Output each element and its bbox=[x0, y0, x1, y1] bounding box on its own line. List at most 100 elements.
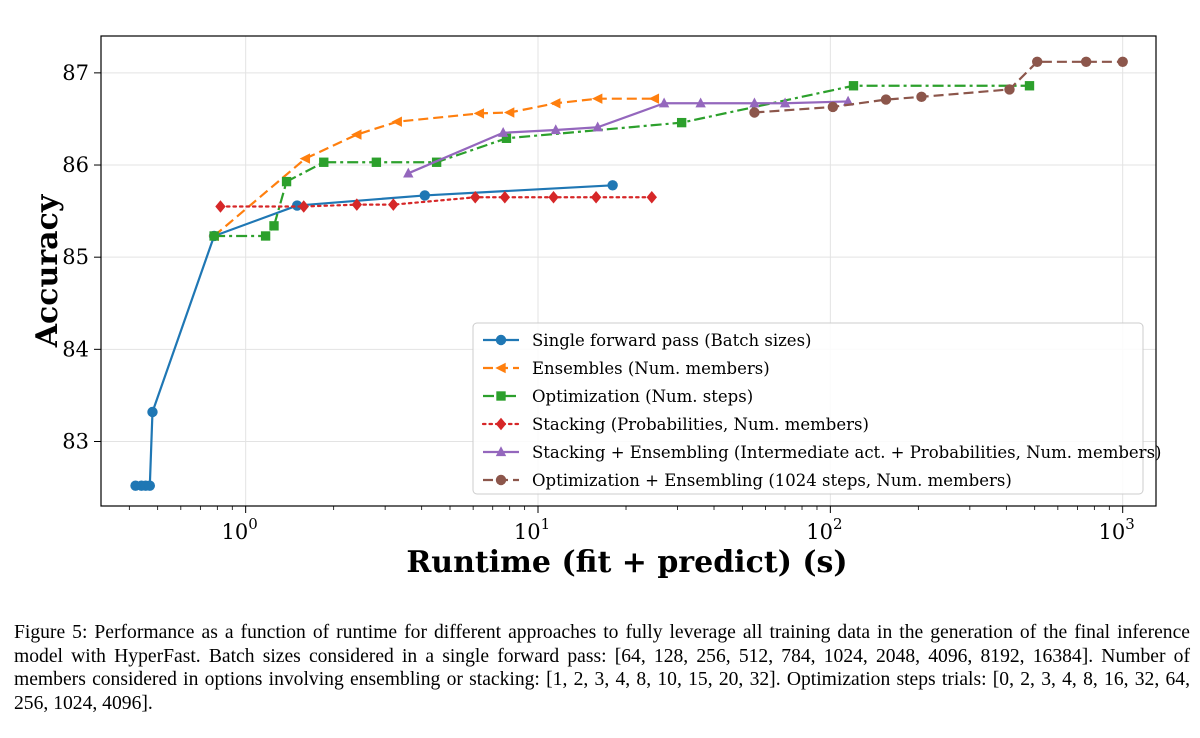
series-line bbox=[214, 84, 1030, 238]
data-point bbox=[590, 191, 602, 204]
legend-label: Optimization + Ensembling (1024 steps, N… bbox=[532, 471, 1012, 490]
legend-swatch-marker bbox=[495, 362, 506, 374]
data-point bbox=[916, 91, 927, 103]
data-point bbox=[291, 200, 303, 211]
data-point bbox=[501, 133, 512, 143]
data-point bbox=[1024, 81, 1035, 91]
x-tick-exponent: 2 bbox=[833, 515, 843, 533]
data-point bbox=[388, 198, 399, 211]
legend-item: Single forward pass (Batch sizes) bbox=[483, 331, 811, 350]
x-tick-label: 103 bbox=[1099, 515, 1135, 544]
figure-caption: Figure 5: Performance as a function of r… bbox=[14, 621, 1190, 715]
y-tick-label: 83 bbox=[62, 429, 89, 453]
data-point bbox=[499, 191, 511, 204]
series-6 bbox=[749, 56, 1128, 118]
data-point bbox=[592, 121, 603, 132]
data-point bbox=[391, 116, 402, 127]
data-point bbox=[749, 107, 760, 118]
data-point bbox=[503, 107, 515, 118]
data-point bbox=[1004, 84, 1015, 95]
legend-swatch-marker bbox=[495, 334, 507, 346]
x-tick-exponent: 0 bbox=[248, 515, 258, 533]
x-tick-label: 100 bbox=[222, 515, 258, 544]
data-point bbox=[147, 406, 158, 418]
series-3 bbox=[209, 81, 1035, 241]
legend-item: Stacking (Probabilities, Num. members) bbox=[481, 415, 869, 434]
y-tick-label: 85 bbox=[62, 245, 89, 269]
legend-label: Stacking + Ensembling (Intermediate act.… bbox=[532, 443, 1161, 462]
legend-label: Optimization (Num. steps) bbox=[532, 387, 753, 406]
legend-swatch-marker bbox=[495, 446, 507, 457]
legend-swatch-marker bbox=[495, 417, 507, 431]
series-line bbox=[754, 60, 1123, 114]
x-tick-label: 101 bbox=[514, 515, 550, 544]
data-point bbox=[419, 190, 431, 201]
caption-prefix: Figure 5: bbox=[14, 622, 88, 643]
x-tick-base: 10 bbox=[514, 520, 541, 544]
data-point bbox=[351, 198, 363, 211]
data-point bbox=[646, 191, 657, 204]
x-tick-base: 10 bbox=[1099, 520, 1126, 544]
data-point bbox=[695, 97, 706, 108]
data-point bbox=[298, 200, 309, 213]
data-point bbox=[648, 93, 660, 104]
legend-swatch-marker bbox=[496, 391, 506, 401]
data-point bbox=[1080, 56, 1092, 68]
data-point bbox=[550, 98, 561, 109]
series-4 bbox=[215, 191, 657, 213]
x-tick-exponent: 3 bbox=[1125, 515, 1135, 533]
data-point bbox=[779, 97, 791, 108]
data-point bbox=[842, 95, 854, 106]
data-point bbox=[299, 153, 311, 164]
data-point bbox=[1032, 56, 1043, 68]
x-tick-exponent: 1 bbox=[541, 515, 551, 533]
y-tick-label: 84 bbox=[62, 337, 89, 361]
data-point bbox=[209, 231, 219, 241]
plot-frame bbox=[100, 35, 1157, 507]
legend-item: Stacking + Ensembling (Intermediate act.… bbox=[483, 443, 1161, 462]
legend-label: Single forward pass (Batch sizes) bbox=[532, 331, 811, 350]
caption-text: Performance as a function of runtime for… bbox=[14, 622, 1190, 714]
data-point bbox=[880, 94, 892, 105]
series-line bbox=[213, 97, 655, 237]
data-point bbox=[749, 97, 760, 108]
y-tick-label: 86 bbox=[62, 153, 89, 177]
legend-item: Ensembles (Num. members) bbox=[483, 359, 770, 378]
data-point bbox=[144, 480, 156, 491]
x-tick-base: 10 bbox=[222, 520, 249, 544]
legend-box bbox=[472, 322, 1144, 495]
data-point bbox=[591, 93, 603, 104]
legend-label: Ensembles (Num. members) bbox=[532, 359, 770, 378]
series-line bbox=[407, 100, 849, 175]
data-point bbox=[607, 180, 618, 191]
data-point bbox=[269, 221, 279, 231]
data-point bbox=[215, 200, 226, 213]
x-tick-label: 102 bbox=[806, 515, 842, 544]
data-point bbox=[827, 101, 839, 113]
data-point bbox=[548, 191, 559, 204]
series-5 bbox=[403, 95, 854, 178]
y-axis-title: Accuracy bbox=[30, 193, 65, 348]
series-layer bbox=[130, 56, 1128, 491]
legend-swatch-marker bbox=[495, 474, 507, 486]
legend-item: Optimization (Num. steps) bbox=[483, 387, 753, 406]
data-point bbox=[848, 81, 859, 91]
x-axis-title: Runtime (fit + predict) (s) bbox=[406, 545, 847, 580]
legend-item: Optimization + Ensembling (1024 steps, N… bbox=[483, 471, 1012, 490]
x-tick-base: 10 bbox=[806, 520, 833, 544]
data-point bbox=[473, 108, 485, 119]
series-line bbox=[219, 196, 653, 208]
data-point bbox=[550, 124, 561, 135]
data-point bbox=[658, 97, 670, 108]
data-point bbox=[371, 157, 382, 167]
data-point bbox=[260, 231, 271, 241]
data-point bbox=[319, 157, 329, 167]
data-point bbox=[403, 167, 414, 178]
legend-label: Stacking (Probabilities, Num. members) bbox=[532, 415, 869, 434]
data-point bbox=[1117, 56, 1128, 68]
legend: Single forward pass (Batch sizes) Ensembl… bbox=[472, 322, 1161, 495]
data-point bbox=[351, 129, 362, 140]
data-point bbox=[470, 191, 481, 204]
